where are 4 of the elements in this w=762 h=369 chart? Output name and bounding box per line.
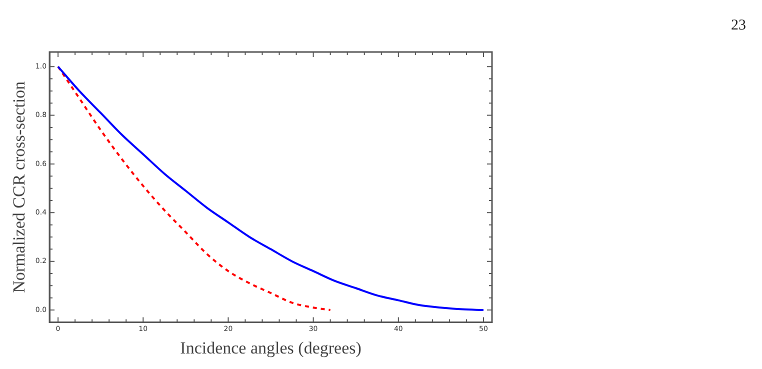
y-axis-title: Normalized CCR cross-section [10,80,29,293]
line-series [57,66,484,312]
x-axis-title: Incidence angles (degrees) [180,338,362,358]
text: 23 [731,17,746,34]
